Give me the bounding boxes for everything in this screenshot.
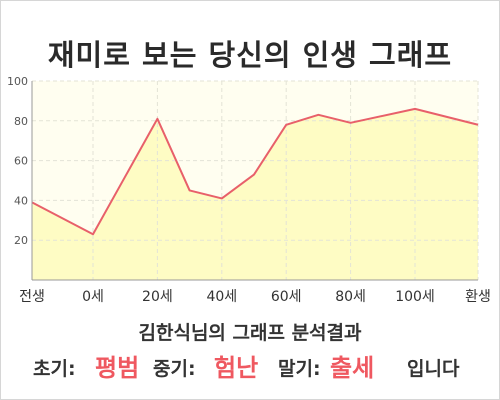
chart-title: 재미로 보는 당신의 인생 그래프 xyxy=(47,38,453,72)
late-period-value: 출세 xyxy=(330,354,375,382)
early-period-value: 평범 xyxy=(95,354,140,382)
y-tick-label: 100 xyxy=(7,75,28,88)
middle-period-label: 중기: xyxy=(153,358,196,380)
middle-period-value: 험난 xyxy=(214,354,259,382)
x-tick-label: 20세 xyxy=(142,289,173,305)
early-period-label: 초기: xyxy=(33,358,76,380)
x-tick-label: 60세 xyxy=(271,289,302,305)
x-tick-label: 80세 xyxy=(335,289,366,305)
x-tick-label: 40세 xyxy=(206,289,237,305)
y-tick-label: 20 xyxy=(14,234,28,247)
x-tick-label: 환생 xyxy=(465,289,491,305)
y-tick-label: 60 xyxy=(14,155,28,168)
x-tick-label: 100세 xyxy=(395,289,435,305)
x-tick-label: 0세 xyxy=(82,289,104,305)
late-period-label: 말기: xyxy=(278,358,321,380)
series-area xyxy=(32,108,478,280)
result-subtitle: 김한식님의 그래프 분석결과 xyxy=(138,322,362,344)
series-line xyxy=(31,107,479,236)
result-summary: 초기: 평범 중기: 험난 말기: 출세 입니다 xyxy=(0,345,500,385)
y-tick-label: 80 xyxy=(14,115,28,128)
result-ending-text: 입니다 xyxy=(407,358,460,380)
x-tick-label: 전생 xyxy=(19,289,45,305)
y-tick-label: 40 xyxy=(14,194,28,207)
